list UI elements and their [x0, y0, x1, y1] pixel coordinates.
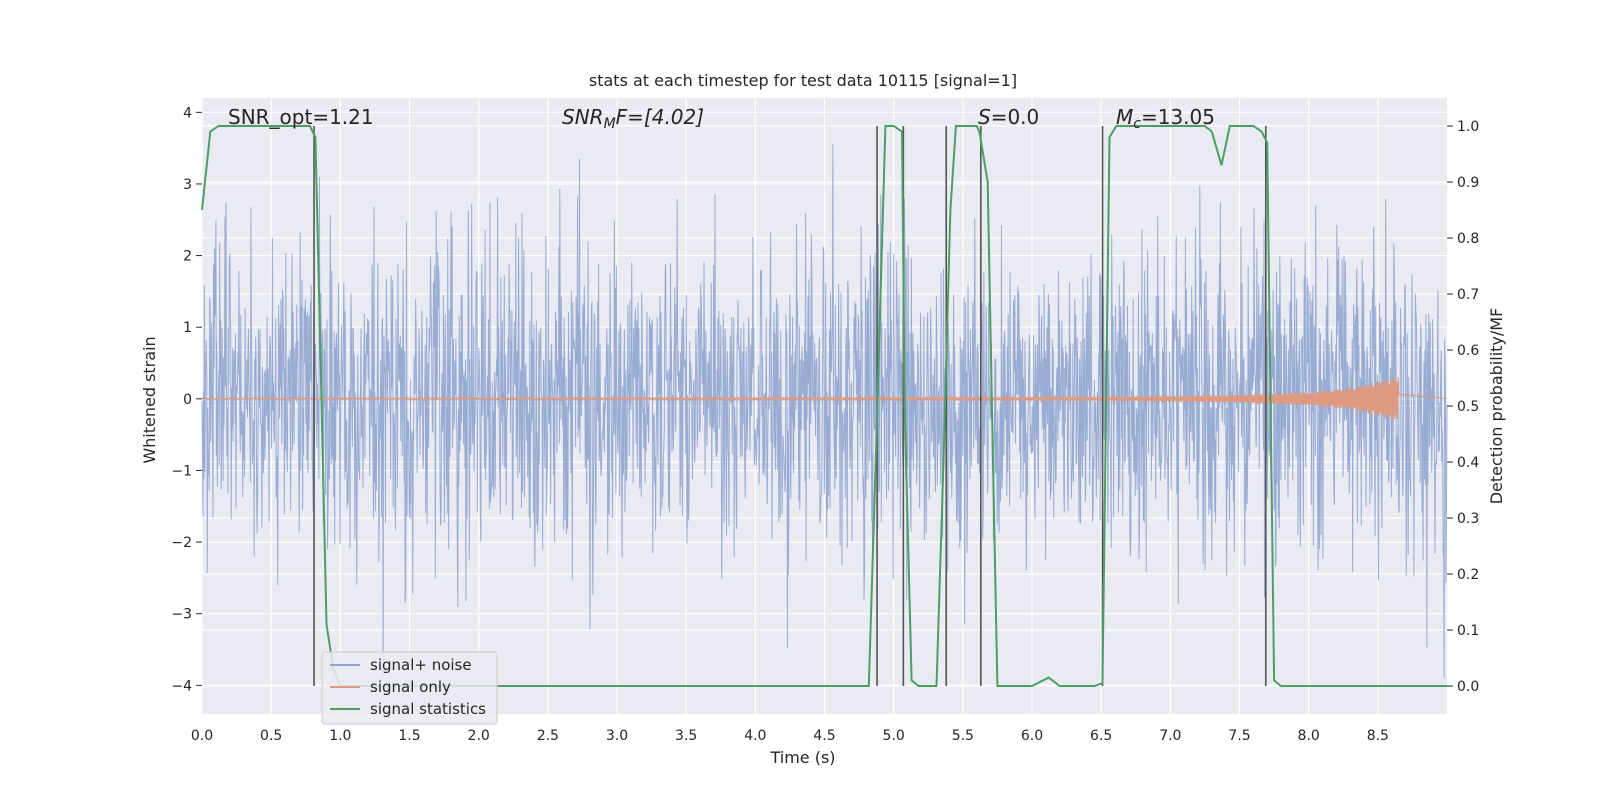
y-tick-label-right: 0.7	[1457, 287, 1479, 303]
chart-title: stats at each timestep for test data 101…	[589, 71, 1017, 90]
y-tick-label-right: 0.3	[1457, 511, 1479, 527]
x-tick-label: 7.5	[1228, 728, 1250, 744]
y-tick-label-right: 0.6	[1457, 343, 1479, 359]
legend-label-signal-only: signal only	[370, 678, 451, 696]
y-tick-label-left: −3	[171, 607, 192, 623]
x-tick-label: 2.5	[537, 728, 559, 744]
legend: signal+ noise signal only signal statist…	[321, 651, 498, 725]
series-signal-only	[201, 377, 1448, 421]
annotation-s: S=0.0	[978, 105, 1039, 129]
x-tick-label: 3.5	[675, 728, 697, 744]
x-tick-label: 1.0	[329, 728, 351, 744]
x-tick-label: 8.5	[1367, 728, 1389, 744]
x-axis-label: Time (s)	[769, 748, 835, 767]
y-tick-label-right: 0.5	[1457, 399, 1479, 415]
y-tick-label-left: 3	[183, 177, 192, 193]
x-tick-label: 4.5	[813, 728, 835, 744]
y-tick-label-left: 0	[183, 392, 192, 408]
y-tick-label-right: 0.9	[1457, 175, 1479, 191]
series-signal-noise	[201, 143, 1448, 679]
y-ticks-right: 1.0 0.9 0.8 0.7 0.6 0.5 0.4 0.3 0.2 0.1 0.0	[1447, 119, 1479, 695]
x-tick-label: 0.0	[191, 728, 213, 744]
annotation-snr-opt: SNR_opt=1.21	[228, 105, 374, 129]
annotation-mc: Mc=13.05	[1116, 105, 1215, 132]
x-tick-label: 5.5	[952, 728, 974, 744]
x-tick-label: 6.5	[1090, 728, 1112, 744]
y-tick-label-right: 0.4	[1457, 455, 1479, 471]
x-tick-label: 2.0	[468, 728, 490, 744]
legend-label-signal-statistics: signal statistics	[370, 700, 486, 718]
x-tick-label: 0.5	[260, 728, 282, 744]
x-tick-label: 8.0	[1298, 728, 1320, 744]
x-tick-label: 6.0	[1021, 728, 1043, 744]
y-tick-label-left: 2	[183, 249, 192, 265]
y-tick-label-right: 0.0	[1457, 679, 1479, 695]
y-tick-label-left: −4	[171, 678, 192, 694]
y-tick-label-right: 1.0	[1457, 119, 1479, 135]
x-tick-label: 4.0	[744, 728, 766, 744]
y-axis-label-right: Detection probability/MF	[1487, 308, 1506, 505]
y-axis-label-left: Whitened strain	[140, 336, 159, 463]
y-tick-label-left: −1	[171, 463, 192, 479]
x-tick-label: 3.0	[606, 728, 628, 744]
legend-box	[321, 651, 498, 725]
x-tick-label: 1.5	[398, 728, 420, 744]
x-tick-label: 7.0	[1159, 728, 1181, 744]
y-tick-label-right: 0.8	[1457, 231, 1479, 247]
annotation-snr-mf: SNRMF=[4.02]	[562, 105, 704, 132]
y-tick-label-left: 4	[183, 105, 192, 121]
y-ticks-left: 4 3 2 1 0 −1 −2 −3 −4	[171, 105, 202, 694]
x-tick-label: 5.0	[883, 728, 905, 744]
y-tick-label-left: 1	[183, 320, 192, 336]
signal-noise-line	[201, 143, 1448, 679]
y-tick-label-right: 0.2	[1457, 567, 1479, 583]
y-tick-label-left: −2	[171, 535, 192, 551]
x-ticks: 0.0 0.5 1.0 1.5 2.0 2.5 3.0 3.5 4.0 4.5 5.0 5.5 6.0 6…	[191, 728, 1389, 744]
y-tick-label-right: 0.1	[1457, 623, 1479, 639]
signal-only-line	[201, 377, 1448, 421]
legend-label-signal-noise: signal+ noise	[370, 656, 472, 674]
